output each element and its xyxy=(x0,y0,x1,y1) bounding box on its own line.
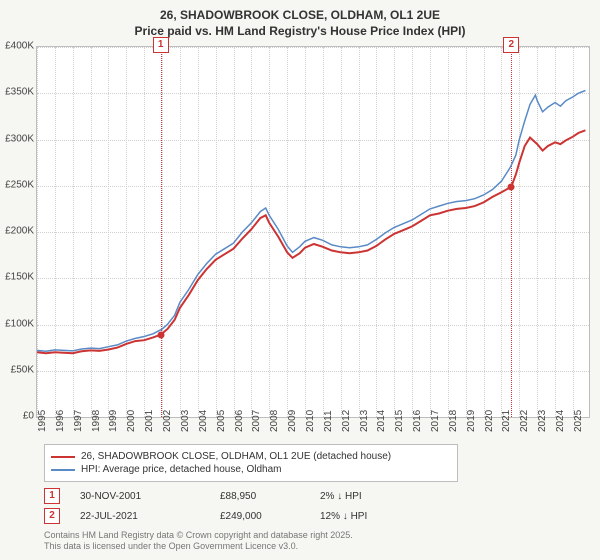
y-axis-label: £200K xyxy=(5,226,34,237)
y-axis-label: £150K xyxy=(5,272,34,283)
sale-point xyxy=(157,331,164,338)
chart-plot-area: 1995199619971998199920002001200220032004… xyxy=(36,46,590,418)
sales-row-badge: 1 xyxy=(44,488,60,504)
sale-point xyxy=(508,183,515,190)
copyright-line-2: This data is licensed under the Open Gov… xyxy=(44,541,353,552)
sales-row-date: 30-NOV-2001 xyxy=(80,491,220,502)
y-axis-label: £350K xyxy=(5,87,34,98)
y-axis-label: £50K xyxy=(11,364,34,375)
chart-lines xyxy=(37,47,589,417)
legend-swatch xyxy=(51,469,75,471)
y-axis-label: £0 xyxy=(23,411,34,422)
sales-row-date: 22-JUL-2021 xyxy=(80,511,220,522)
legend-label: HPI: Average price, detached house, Oldh… xyxy=(81,464,282,475)
y-axis-label: £100K xyxy=(5,318,34,329)
y-axis-label: £300K xyxy=(5,133,34,144)
copyright-line-1: Contains HM Land Registry data © Crown c… xyxy=(44,530,353,541)
legend-item: 26, SHADOWBROOK CLOSE, OLDHAM, OL1 2UE (… xyxy=(51,451,451,462)
legend-item: HPI: Average price, detached house, Oldh… xyxy=(51,464,451,475)
chart-legend: 26, SHADOWBROOK CLOSE, OLDHAM, OL1 2UE (… xyxy=(44,444,458,482)
sales-table-row: 2 22-JUL-2021£249,00012% ↓ HPI xyxy=(44,506,440,526)
copyright-text: Contains HM Land Registry data © Crown c… xyxy=(44,530,353,552)
series-line-price_paid xyxy=(37,130,585,353)
legend-label: 26, SHADOWBROOK CLOSE, OLDHAM, OL1 2UE (… xyxy=(81,451,391,462)
sales-row-price: £88,950 xyxy=(220,491,320,502)
sales-table: 1 30-NOV-2001£88,9502% ↓ HPI 2 22-JUL-2021£… xyxy=(44,486,440,526)
sales-table-row: 1 30-NOV-2001£88,9502% ↓ HPI xyxy=(44,486,440,506)
sales-row-delta: 2% ↓ HPI xyxy=(320,491,440,502)
y-axis-label: £400K xyxy=(5,41,34,52)
sales-row-badge: 2 xyxy=(44,508,60,524)
y-axis-label: £250K xyxy=(5,179,34,190)
sales-row-delta: 12% ↓ HPI xyxy=(320,511,440,522)
sales-row-price: £249,000 xyxy=(220,511,320,522)
chart-title-line1: 26, SHADOWBROOK CLOSE, OLDHAM, OL1 2UE xyxy=(0,0,600,24)
legend-swatch xyxy=(51,456,75,458)
series-line-hpi xyxy=(37,91,585,352)
